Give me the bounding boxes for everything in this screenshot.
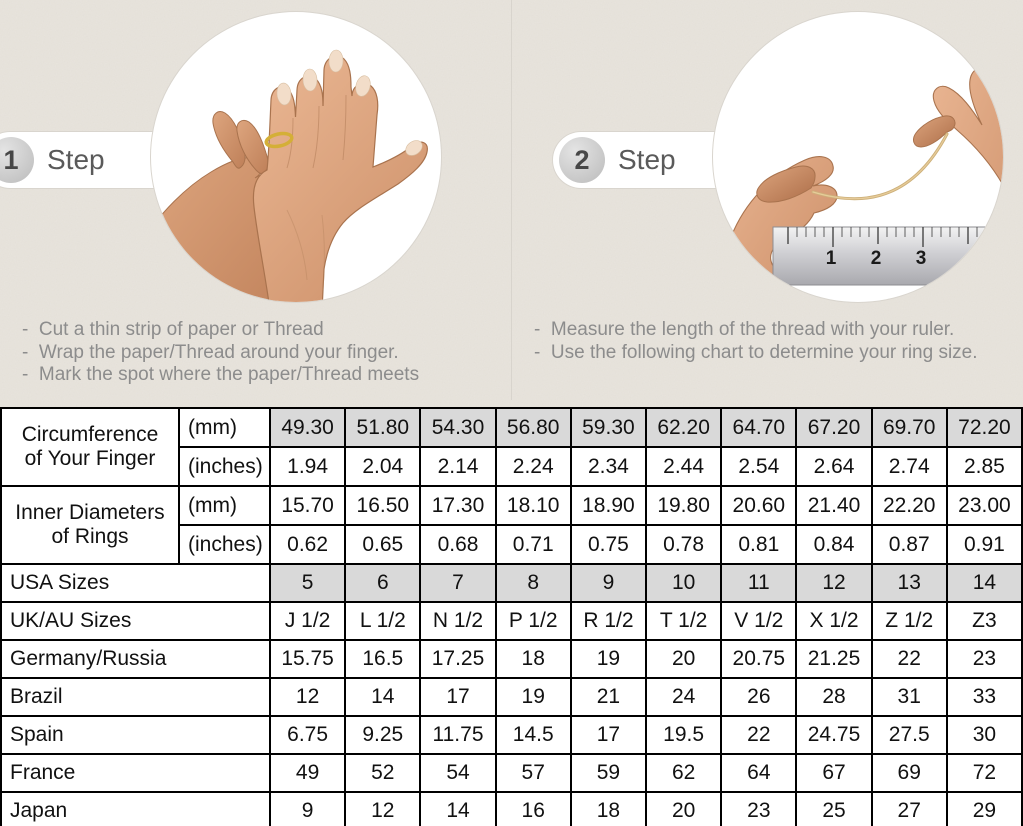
svg-text:1: 1 [826,248,837,269]
svg-text:3: 3 [916,248,927,269]
svg-text:2: 2 [871,248,882,269]
